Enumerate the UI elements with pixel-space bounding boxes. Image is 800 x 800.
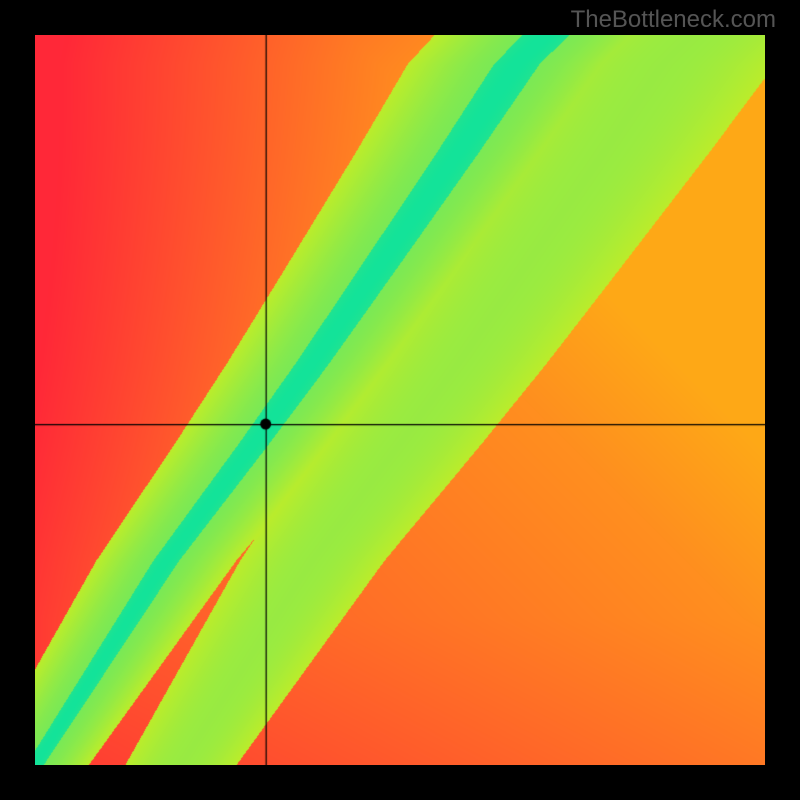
watermark-text: TheBottleneck.com bbox=[571, 6, 776, 34]
chart-frame: TheBottleneck.com bbox=[0, 0, 800, 800]
bottleneck-heatmap bbox=[35, 35, 765, 765]
